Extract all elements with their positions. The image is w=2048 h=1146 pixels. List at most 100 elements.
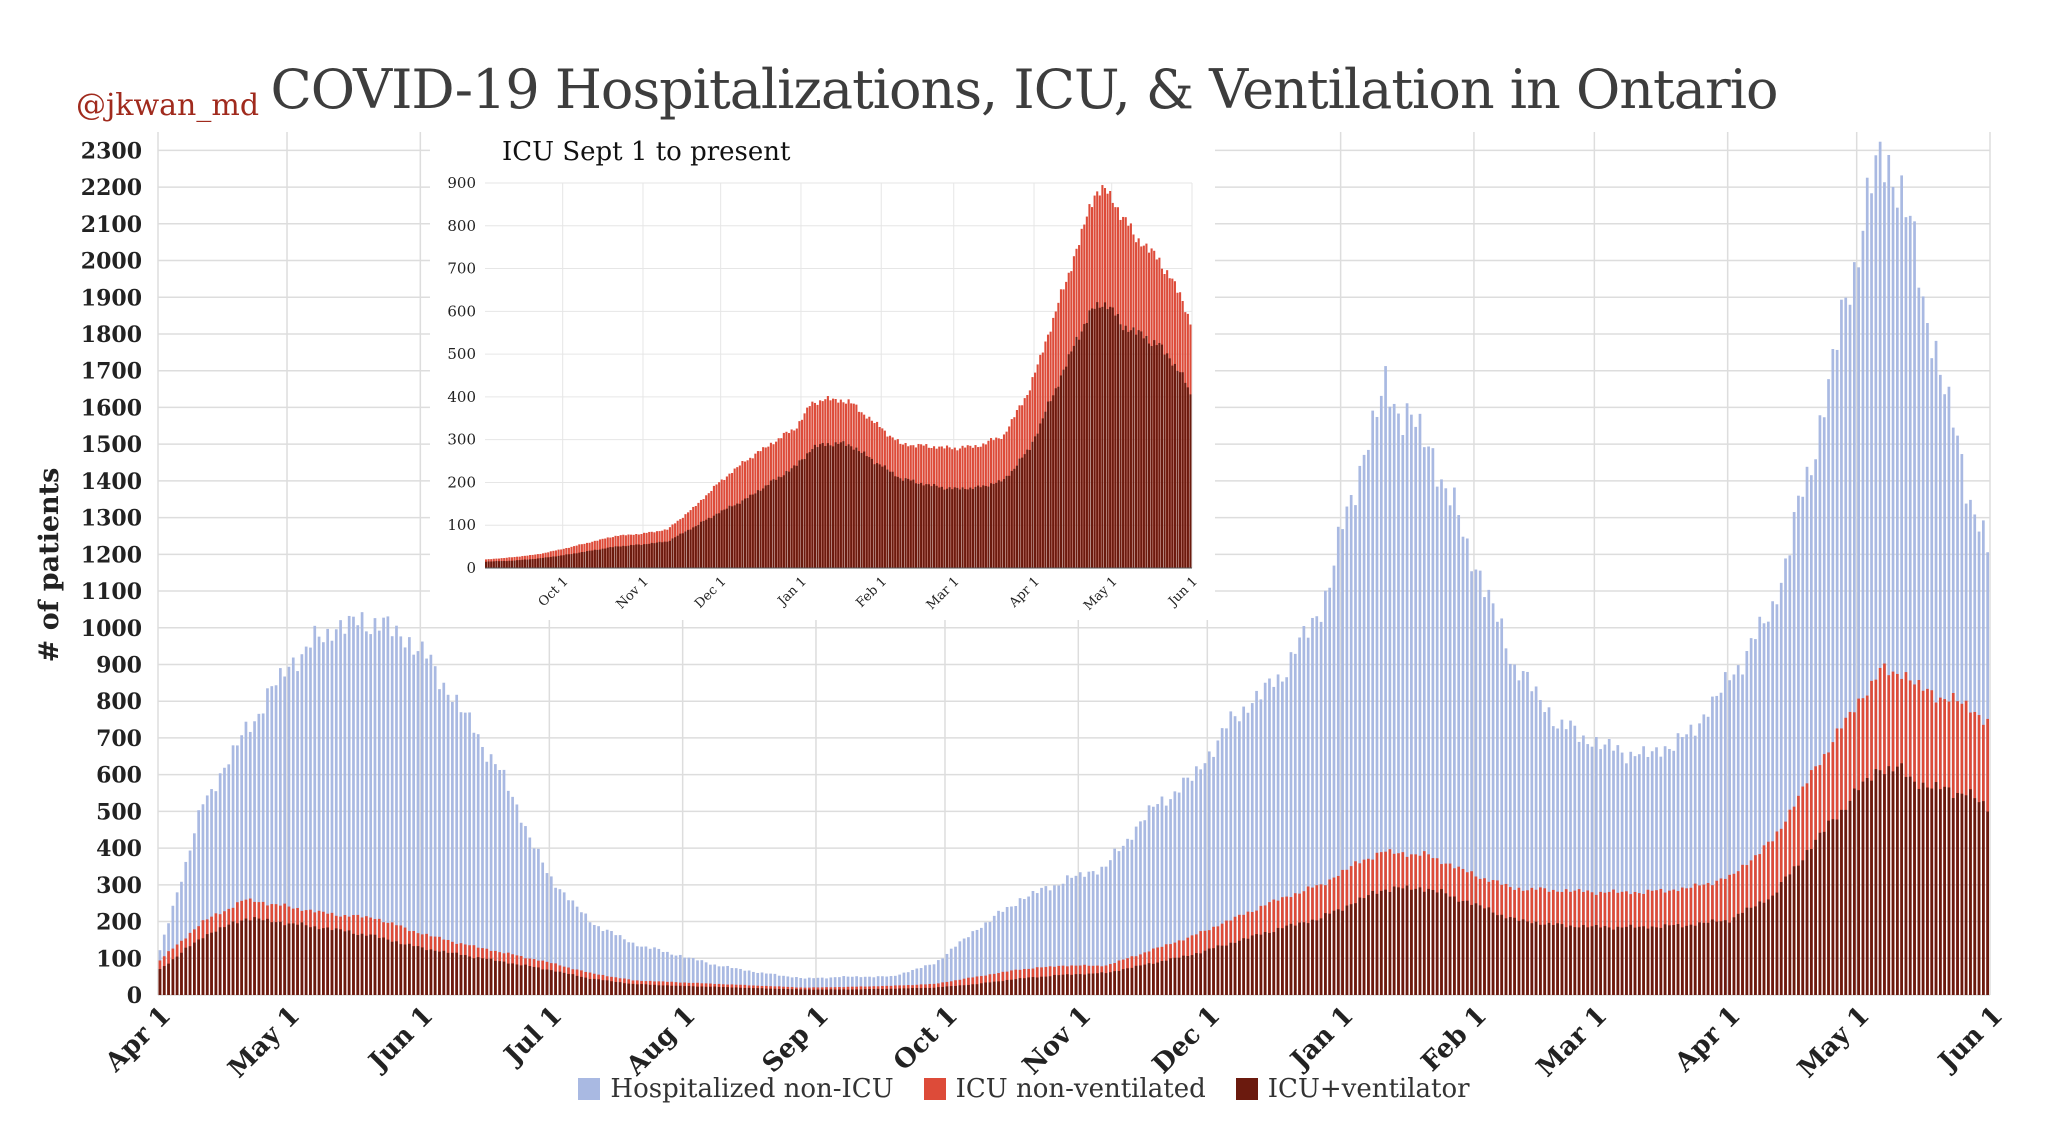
bar-icu-ventilator: [571, 974, 575, 995]
inset-bar-icu-ventilator: [1147, 343, 1151, 568]
bar-icu-ventilator: [1195, 953, 1198, 995]
x-tick-label: May 1: [1792, 1001, 1875, 1084]
bar-icu-ventilator: [201, 938, 205, 995]
inset-bar-icu-ventilator: [526, 559, 529, 568]
bar-icu-ventilator: [377, 938, 381, 995]
bar-icu-ventilator: [1857, 790, 1860, 995]
bar-icu-ventilator: [1917, 788, 1921, 995]
bar-hospitalized: [799, 978, 803, 995]
bar-icu-ventilator: [1526, 921, 1529, 995]
bar-icu-ventilator: [674, 985, 678, 995]
inset-bar-icu-ventilator: [655, 542, 659, 568]
inset-bar-icu-ventilator: [876, 463, 879, 568]
bar-icu-ventilator: [1921, 782, 1925, 995]
inset-bar-icu-ventilator: [1013, 468, 1016, 568]
bar-icu-ventilator: [1698, 922, 1701, 995]
bar-icu-ventilator: [588, 979, 592, 995]
bar-hospitalized: [1418, 413, 1422, 995]
bar-icu-ventilator: [1259, 934, 1263, 995]
bar-hospitalized: [1435, 486, 1439, 995]
bar-hospitalized: [1031, 891, 1035, 995]
inset-bar-icu-ventilator: [995, 482, 998, 568]
inset-bar-icu-ventilator: [1067, 354, 1070, 568]
y-tick-label: 600: [96, 763, 142, 789]
bar-icu-ventilator: [1926, 787, 1929, 995]
bar-icu-ventilator: [984, 982, 987, 995]
bar-icu-ventilator: [408, 943, 411, 995]
bar-icu-ventilator: [1384, 889, 1387, 995]
bar-hospitalized: [279, 668, 282, 995]
bar-hospitalized: [1685, 734, 1688, 995]
inset-bar-icu-ventilator: [699, 521, 703, 568]
inset-bar-icu-ventilator: [1005, 475, 1008, 568]
bar-hospitalized: [902, 972, 906, 995]
bar-icu-ventilator: [683, 986, 686, 995]
bar-hospitalized: [1594, 737, 1598, 995]
bar-icu-ventilator: [734, 987, 738, 995]
bar-icu-ventilator: [1805, 850, 1809, 995]
bar-icu-ventilator: [773, 988, 777, 995]
inset-bar-icu-ventilator: [824, 445, 827, 568]
bar-icu-ventilator: [1001, 981, 1005, 995]
bar-icu-ventilator: [1233, 942, 1237, 995]
bar-icu-ventilator: [1362, 898, 1366, 995]
bar-hospitalized: [1113, 848, 1117, 995]
bar-icu-ventilator: [610, 981, 613, 995]
bar-hospitalized: [425, 658, 428, 995]
x-tick-label: Nov 1: [1017, 1001, 1097, 1081]
inset-bar-icu-ventilator: [596, 549, 599, 568]
bar-icu-ventilator: [463, 955, 467, 995]
bar-hospitalized: [1732, 674, 1736, 995]
bar-hospitalized: [339, 620, 342, 995]
inset-bar-icu-ventilator: [1044, 411, 1047, 568]
bar-icu-ventilator: [481, 958, 484, 995]
bar-icu-ventilator: [795, 989, 798, 995]
bar-hospitalized: [1483, 597, 1486, 995]
inset-bar-icu-ventilator: [1091, 308, 1094, 568]
bar-icu-ventilator: [1087, 973, 1091, 995]
inset-bar-icu-ventilator: [720, 510, 723, 568]
bar-icu-ventilator: [893, 988, 897, 995]
bar-hospitalized: [1465, 538, 1469, 995]
bar-icu-ventilator: [1371, 890, 1375, 995]
bar-hospitalized: [1809, 475, 1813, 995]
bar-icu-ventilator: [1934, 782, 1938, 995]
bar-hospitalized: [1005, 906, 1009, 995]
y-tick-label: 800: [96, 689, 142, 715]
bar-icu-ventilator: [1771, 895, 1774, 995]
bar-hospitalized: [1702, 714, 1706, 995]
y-tick-label: 700: [96, 726, 142, 752]
bar-hospitalized: [1091, 871, 1095, 995]
bar-icu-ventilator: [1913, 781, 1916, 995]
bar-icu-ventilator: [1117, 970, 1121, 995]
bar-icu-ventilator: [1749, 907, 1753, 995]
inset-bar-icu-ventilator: [611, 547, 614, 568]
y-tick-label: 1000: [81, 616, 142, 642]
bar-hospitalized: [670, 954, 674, 995]
inset-bar-icu-ventilator: [868, 457, 871, 568]
inset-bar-icu-ventilator: [521, 559, 524, 568]
inset-bar-icu-ventilator: [575, 553, 578, 568]
inset-bar-icu-ventilator: [725, 508, 728, 568]
bar-hospitalized: [1633, 756, 1637, 995]
bar-hospitalized: [386, 616, 390, 995]
inset-bar-icu-ventilator: [674, 537, 677, 568]
inset-bar-icu-ventilator: [1158, 342, 1161, 568]
inset-bar-icu-ventilator: [759, 490, 762, 568]
bar-hospitalized: [1289, 652, 1293, 995]
bar-hospitalized: [1027, 896, 1030, 995]
bar-hospitalized: [1078, 872, 1082, 995]
bar-icu-ventilator: [949, 986, 953, 995]
bar-hospitalized: [1121, 845, 1125, 995]
bar-hospitalized: [1053, 885, 1056, 995]
bar-hospitalized: [390, 636, 394, 995]
inset-bar-icu-ventilator: [733, 505, 736, 568]
inset-bar-icu-ventilator: [687, 529, 690, 568]
bar-icu-ventilator: [558, 971, 562, 995]
inset-bar-icu-ventilator: [567, 554, 570, 568]
inset-bar-icu-ventilator: [1155, 345, 1158, 568]
bar-icu-ventilator: [1646, 928, 1650, 995]
bar-icu-ventilator: [1766, 899, 1770, 995]
inset-bar-icu-ventilator: [676, 535, 679, 568]
bar-hospitalized: [1715, 695, 1719, 995]
